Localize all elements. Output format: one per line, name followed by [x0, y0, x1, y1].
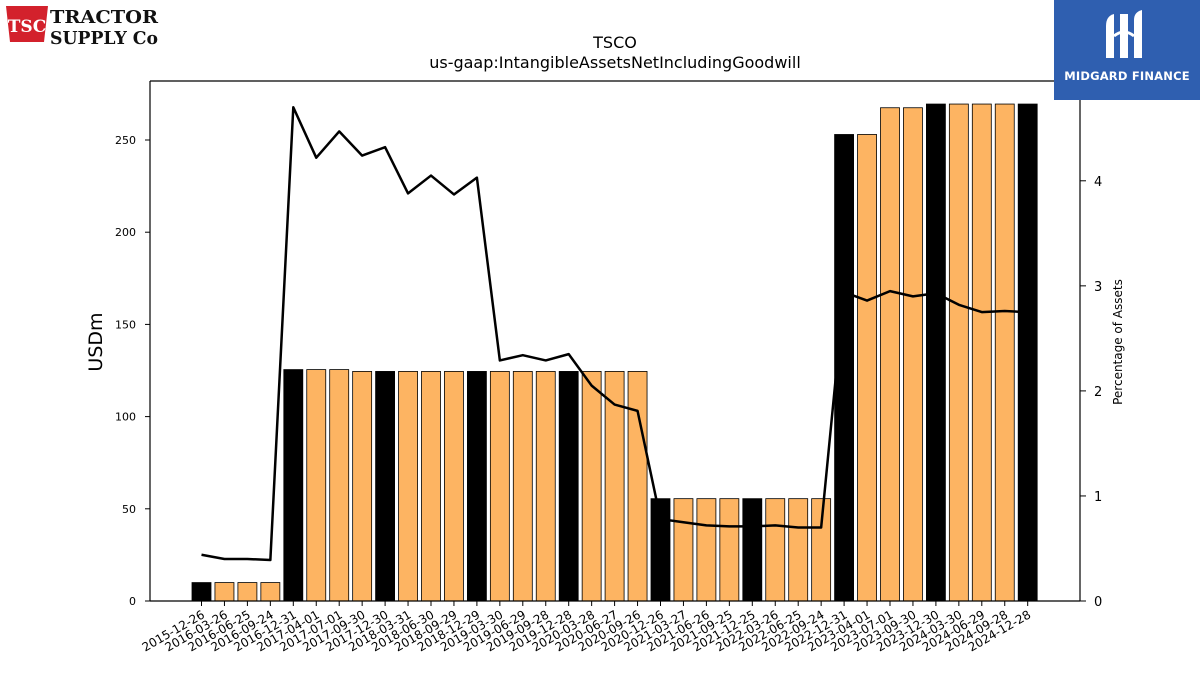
bar-2021-09-25: [719, 498, 740, 602]
y2-tick-label: 1: [1094, 490, 1102, 505]
bar-2022-09-24: [811, 498, 832, 602]
bar-2016-12-31: [283, 369, 304, 602]
bar-2017-04-01: [306, 369, 327, 602]
bar-2024-12-28: [1017, 103, 1038, 602]
y2-tick-label: 4: [1094, 175, 1102, 190]
y-tick-label: 100: [115, 411, 136, 424]
bar-2022-03-26: [765, 498, 786, 602]
midgard-finance-logo: MIDGARD FINANCE: [1054, 0, 1200, 100]
bar-2024-06-29: [971, 103, 992, 602]
y-tick-label: 0: [129, 595, 136, 608]
y-tick-label: 50: [122, 503, 136, 516]
bar-2021-06-26: [696, 498, 717, 602]
bar-2015-12-26: [191, 582, 212, 602]
chart-subtitle: us-gaap:IntangibleAssetsNetIncludingGood…: [429, 53, 801, 72]
y-tick-label: 200: [115, 226, 136, 239]
bar-2024-03-30: [948, 103, 969, 602]
tsc-badge-icon: [6, 6, 48, 42]
tsc-badge-text: TSC: [8, 17, 46, 37]
y2-tick-label: 0: [1094, 595, 1102, 610]
bar-2021-12-25: [742, 498, 763, 602]
y-axis-label: USDm: [85, 312, 107, 371]
bar-2023-09-30: [903, 107, 923, 602]
y2-axis-label: Percentage of Assets: [1111, 279, 1125, 405]
line-layer: [201, 106, 1028, 562]
bar-2019-12-28: [558, 371, 579, 602]
brand-line-2: SUPPLY Co: [50, 28, 158, 48]
bar-2018-03-31: [398, 371, 418, 602]
bar-2016-06-25: [237, 582, 258, 602]
percentage-of-assets-line: [201, 106, 1028, 562]
bar-2020-09-26: [627, 371, 648, 602]
y-tick-label: 250: [115, 134, 136, 147]
midgard-finance-label: MIDGARD FINANCE: [1064, 69, 1190, 83]
bar-2020-03-28: [581, 371, 602, 602]
bar-2016-09-24: [260, 582, 281, 602]
bar-2017-12-30: [375, 371, 396, 602]
bar-2021-03-27: [673, 498, 694, 602]
y2-tick-label: 3: [1094, 280, 1102, 295]
bar-2018-06-30: [421, 371, 441, 602]
bar-2023-12-30: [926, 103, 946, 602]
bar-2018-09-29: [444, 371, 464, 602]
axes-group: 050100150200250012342015-12-262016-03-26…: [115, 80, 1102, 654]
bar-2024-09-28: [994, 103, 1015, 602]
bar-2023-07-01: [880, 107, 900, 602]
bars-group: [191, 103, 1038, 602]
y2-tick-label: 2: [1094, 385, 1102, 400]
bar-2023-04-01: [857, 134, 877, 602]
y-tick-label: 150: [115, 318, 136, 331]
brand-line-1: TRACTOR: [50, 7, 159, 28]
bar-2016-03-26: [214, 582, 235, 602]
tractor-supply-logo: TSC TRACTOR SUPPLY Co: [6, 4, 161, 49]
bar-2018-12-29: [466, 371, 487, 602]
bar-2019-03-30: [489, 371, 510, 602]
bar-2017-09-30: [352, 371, 373, 602]
bar-2019-06-29: [512, 371, 533, 602]
chart-title: TSCO: [592, 33, 637, 52]
bar-2019-09-28: [535, 371, 556, 602]
midgard-mark-icon: [1106, 10, 1142, 58]
bar-2017-07-01: [329, 369, 350, 602]
bar-2022-06-25: [788, 498, 809, 602]
